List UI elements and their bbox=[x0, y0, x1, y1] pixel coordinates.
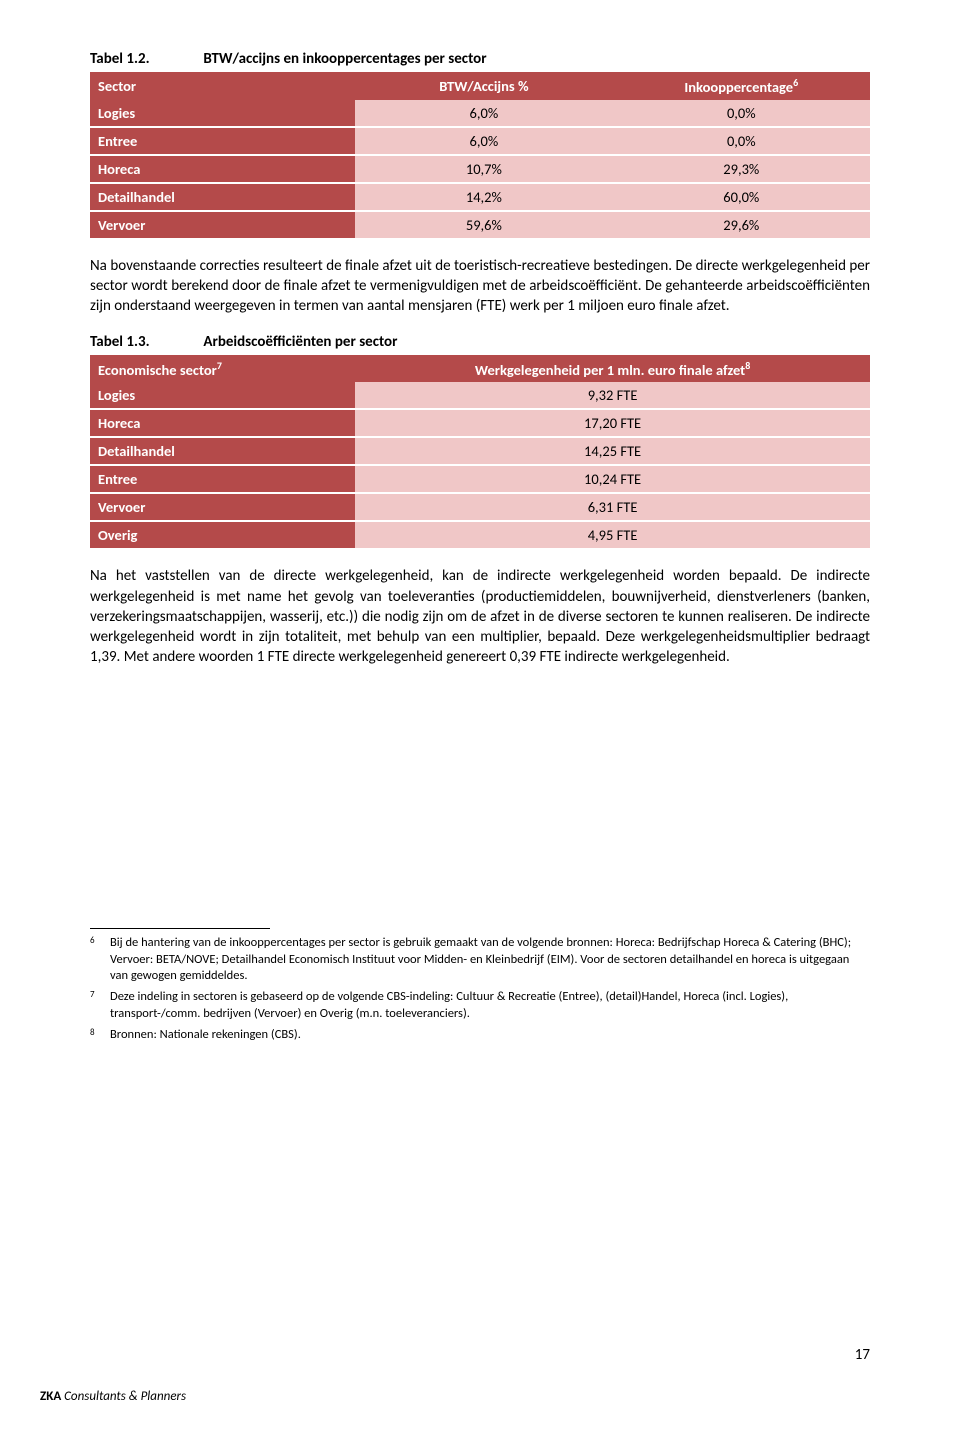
table-row: Detailhandel14,25 FTE bbox=[90, 438, 870, 464]
footnote: 8Bronnen: Nationale rekeningen (CBS). bbox=[90, 1027, 870, 1044]
table2-caption: Tabel 1.3. Arbeidscoëfficiënten per sect… bbox=[90, 333, 870, 351]
table1-col3-sup: 6 bbox=[793, 76, 798, 89]
table-row: Vervoer59,6%29,6% bbox=[90, 212, 870, 238]
cell: 10,24 FTE bbox=[355, 466, 870, 492]
footer-bold: ZKA bbox=[40, 1389, 61, 1404]
cell: 0,0% bbox=[613, 128, 870, 154]
cell: 14,25 FTE bbox=[355, 438, 870, 464]
table2-header-row: Economische sector7 Werkgelegenheid per … bbox=[90, 355, 870, 383]
table-row: Vervoer6,31 FTE bbox=[90, 494, 870, 520]
table1-caption: Tabel 1.2. BTW/accijns en inkooppercenta… bbox=[90, 50, 870, 68]
footer-italic: Consultants & Planners bbox=[61, 1389, 186, 1404]
cell: 14,2% bbox=[355, 184, 612, 210]
footnote-text: Deze indeling in sectoren is gebaseerd o… bbox=[110, 989, 870, 1023]
table1-col3: Inkooppercentage bbox=[684, 78, 793, 96]
table-row: Overig4,95 FTE bbox=[90, 522, 870, 548]
cell: 0,0% bbox=[613, 100, 870, 126]
table1-caption-label: Tabel 1.2. bbox=[90, 50, 200, 68]
table2-col2: Werkgelegenheid per 1 mln. euro finale a… bbox=[475, 360, 745, 378]
cell: 6,31 FTE bbox=[355, 494, 870, 520]
cell: 4,95 FTE bbox=[355, 522, 870, 548]
footnote: 7Deze indeling in sectoren is gebaseerd … bbox=[90, 989, 870, 1023]
paragraph-2: Na het vaststellen van de directe werkge… bbox=[90, 566, 870, 667]
table-row: Logies6,0%0,0% bbox=[90, 100, 870, 126]
cell: 29,6% bbox=[613, 212, 870, 238]
table1-header-row: Sector BTW/Accijns % Inkooppercentage6 bbox=[90, 72, 870, 100]
cell: 10,7% bbox=[355, 156, 612, 182]
footnote-text: Bij de hantering van de inkooppercentage… bbox=[110, 935, 870, 986]
footnote-num: 8 bbox=[90, 1027, 110, 1044]
cell: Entree bbox=[90, 466, 355, 492]
cell: Logies bbox=[90, 100, 355, 126]
table-row: Logies9,32 FTE bbox=[90, 382, 870, 408]
table2-caption-title: Arbeidscoëfficiënten per sector bbox=[203, 333, 397, 351]
footnotes-separator bbox=[90, 928, 270, 929]
cell: 9,32 FTE bbox=[355, 382, 870, 408]
cell: Horeca bbox=[90, 156, 355, 182]
table1-col2: BTW/Accijns % bbox=[439, 77, 528, 95]
cell: 59,6% bbox=[355, 212, 612, 238]
table2-col1-sup: 7 bbox=[217, 359, 222, 372]
footnote: 6Bij de hantering van de inkooppercentag… bbox=[90, 935, 870, 986]
footnote-text: Bronnen: Nationale rekeningen (CBS). bbox=[110, 1027, 870, 1044]
cell: Entree bbox=[90, 128, 355, 154]
cell: Detailhandel bbox=[90, 438, 355, 464]
footnotes: 6Bij de hantering van de inkooppercentag… bbox=[90, 935, 870, 1044]
cell: 6,0% bbox=[355, 128, 612, 154]
footer: ZKA Consultants & Planners bbox=[40, 1389, 186, 1404]
cell: Detailhandel bbox=[90, 184, 355, 210]
cell: Vervoer bbox=[90, 212, 355, 238]
table2-col2-sup: 8 bbox=[745, 359, 750, 372]
cell: Logies bbox=[90, 382, 355, 408]
table2: Economische sector7 Werkgelegenheid per … bbox=[90, 355, 870, 549]
table2-col1: Economische sector bbox=[98, 360, 217, 378]
cell: Horeca bbox=[90, 410, 355, 436]
table-row: Entree6,0%0,0% bbox=[90, 128, 870, 154]
table2-caption-label: Tabel 1.3. bbox=[90, 333, 200, 351]
paragraph-1: Na bovenstaande correcties resulteert de… bbox=[90, 256, 870, 317]
table-row: Entree10,24 FTE bbox=[90, 466, 870, 492]
page-number: 17 bbox=[855, 1346, 870, 1364]
cell: 17,20 FTE bbox=[355, 410, 870, 436]
table-row: Detailhandel14,2%60,0% bbox=[90, 184, 870, 210]
cell: Vervoer bbox=[90, 494, 355, 520]
table-row: Horeca10,7%29,3% bbox=[90, 156, 870, 182]
cell: 60,0% bbox=[613, 184, 870, 210]
cell: 6,0% bbox=[355, 100, 612, 126]
cell: Overig bbox=[90, 522, 355, 548]
cell: 29,3% bbox=[613, 156, 870, 182]
table-row: Horeca17,20 FTE bbox=[90, 410, 870, 436]
table1-col1: Sector bbox=[98, 77, 136, 95]
footnote-num: 6 bbox=[90, 935, 110, 986]
table1-caption-title: BTW/accijns en inkooppercentages per sec… bbox=[203, 50, 486, 68]
footnote-num: 7 bbox=[90, 989, 110, 1023]
table1: Sector BTW/Accijns % Inkooppercentage6 L… bbox=[90, 72, 870, 238]
